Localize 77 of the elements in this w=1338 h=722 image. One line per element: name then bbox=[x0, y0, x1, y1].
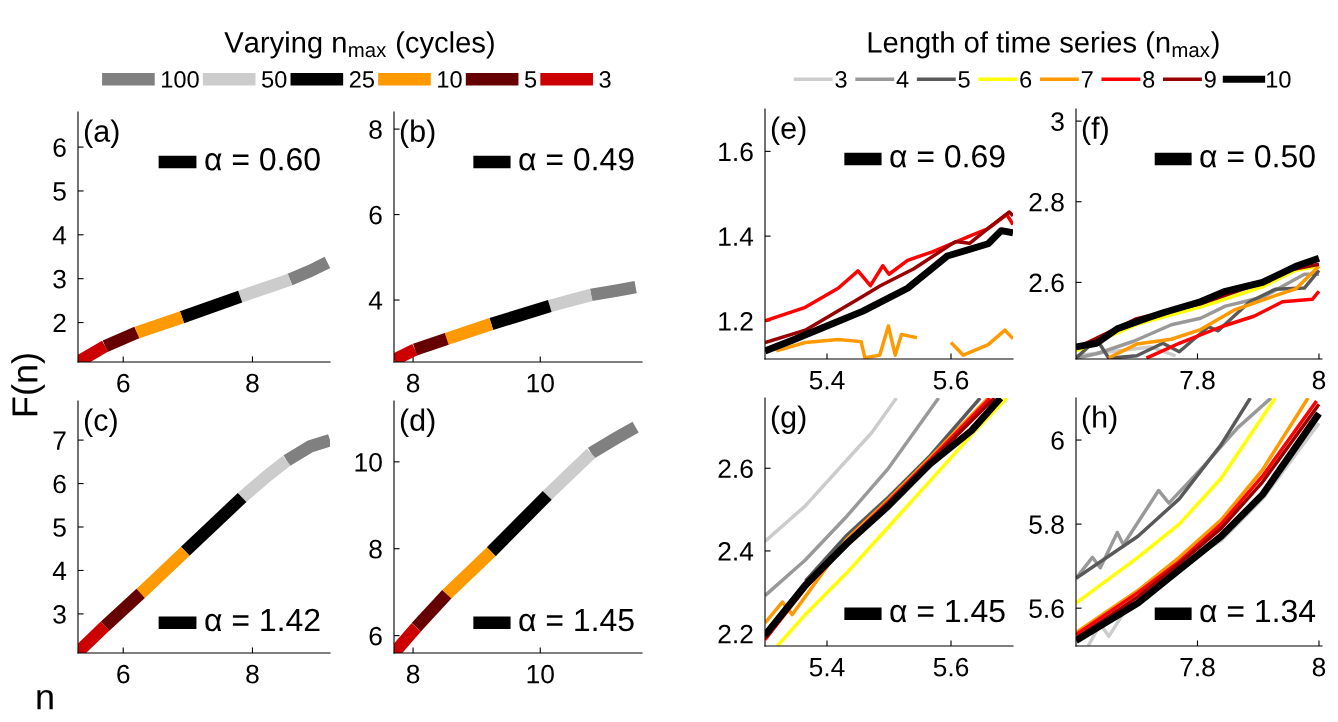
legend-label: 50 bbox=[262, 71, 287, 88]
y-tick-label: 6 bbox=[369, 205, 382, 225]
x-tick-label: 8 bbox=[406, 373, 420, 393]
annotation: α = 1.42 bbox=[205, 608, 320, 632]
y-tick-label: 6 bbox=[53, 474, 66, 494]
legend-title: Varying n$_{max}$ (cycles) bbox=[224, 31, 494, 59]
legend-label: 3 bbox=[599, 71, 611, 88]
annotation: (d) bbox=[400, 408, 435, 438]
y-tick-label: 5 bbox=[53, 182, 66, 201]
legend-label: 5 bbox=[958, 71, 970, 88]
legend-label: 5 bbox=[524, 71, 537, 88]
x-tick-label: 7.8 bbox=[1180, 370, 1215, 390]
x-tick-label: 8 bbox=[406, 664, 420, 684]
annotation: α = 1.45 bbox=[890, 600, 1005, 623]
legend-label: 10 bbox=[438, 71, 462, 88]
annotation: (b) bbox=[400, 119, 435, 148]
x-tick-label: 8 bbox=[246, 373, 259, 393]
y-tick-label: 1.2 bbox=[719, 312, 753, 331]
legend-label: 4 bbox=[896, 71, 909, 88]
y-tick-label: 4 bbox=[368, 291, 383, 310]
y-tick-label: 3 bbox=[53, 605, 66, 624]
y-tick-label: 2.6 bbox=[1029, 273, 1064, 293]
y-tick-label: 6 bbox=[1051, 431, 1064, 450]
x-tick-label: 7.8 bbox=[1180, 657, 1215, 677]
x-tick-label: 5.4 bbox=[809, 371, 845, 390]
y-tick-label: 5.8 bbox=[1029, 515, 1064, 534]
y-tick-label: 2.2 bbox=[718, 624, 753, 644]
annotation: α = 0.49 bbox=[519, 147, 634, 171]
annotation: α = 0.60 bbox=[205, 147, 320, 171]
legend-label: 25 bbox=[349, 71, 374, 88]
legend-label: 9 bbox=[1204, 71, 1216, 88]
y-tick-label: 4 bbox=[52, 226, 67, 245]
legend-label: 100 bbox=[162, 71, 199, 88]
annotation: (c) bbox=[84, 408, 117, 438]
y-tick-label: 10 bbox=[355, 452, 382, 472]
x-tick-label: 8 bbox=[246, 664, 259, 684]
x-tick-label: 8 bbox=[1312, 370, 1326, 390]
x-tick-label: 5.6 bbox=[933, 657, 969, 677]
y-tick-label: 8 bbox=[369, 120, 382, 139]
x-tick-label: 5.4 bbox=[809, 658, 845, 677]
y-tick-label: 4 bbox=[52, 561, 67, 581]
y-tick-label: 5.6 bbox=[1029, 599, 1064, 618]
annotation: (f) bbox=[1082, 116, 1108, 145]
legend-title: Length of time series (n$_{max}$) bbox=[868, 31, 1219, 59]
y-axis-title: F(n) bbox=[11, 354, 45, 416]
y-tick-label: 2.4 bbox=[718, 542, 754, 561]
y-tick-label: 8 bbox=[369, 539, 382, 559]
y-tick-label: 3 bbox=[53, 269, 66, 289]
x-tick-label: 8 bbox=[1312, 657, 1326, 677]
y-tick-label: 6 bbox=[53, 138, 66, 157]
y-tick-label: 7 bbox=[53, 431, 66, 450]
annotation: (h) bbox=[1082, 405, 1117, 434]
y-tick-label: 1.4 bbox=[719, 227, 754, 246]
y-tick-label: 3 bbox=[1051, 112, 1064, 131]
annotation: (e) bbox=[771, 116, 806, 145]
annotation: (a) bbox=[84, 119, 119, 148]
y-tick-label: 2 bbox=[53, 313, 66, 333]
legend-label: 3 bbox=[835, 71, 847, 88]
legend-label: 10 bbox=[1267, 71, 1291, 88]
y-tick-label: 1.6 bbox=[719, 142, 753, 162]
annotation: α = 1.45 bbox=[519, 609, 634, 632]
x-tick-label: 5.6 bbox=[933, 370, 969, 390]
annotation: α = 1.34 bbox=[1200, 599, 1316, 623]
y-tick-label: 6 bbox=[369, 626, 382, 646]
annotation: α = 0.50 bbox=[1200, 144, 1315, 168]
legend-label: 8 bbox=[1143, 71, 1155, 88]
x-tick-label: 10 bbox=[527, 373, 554, 393]
x-tick-label: 6 bbox=[117, 664, 130, 684]
y-tick-label: 2.6 bbox=[718, 459, 753, 479]
legend-label: 7 bbox=[1081, 71, 1093, 88]
x-tick-label: 6 bbox=[117, 373, 130, 393]
annotation: α = 0.69 bbox=[890, 144, 1005, 168]
x-tick-label: 10 bbox=[527, 664, 554, 684]
y-tick-label: 5 bbox=[53, 518, 66, 537]
x-axis-title: n bbox=[37, 689, 53, 710]
annotation: (g) bbox=[771, 405, 806, 434]
y-tick-label: 2.8 bbox=[1029, 192, 1064, 212]
